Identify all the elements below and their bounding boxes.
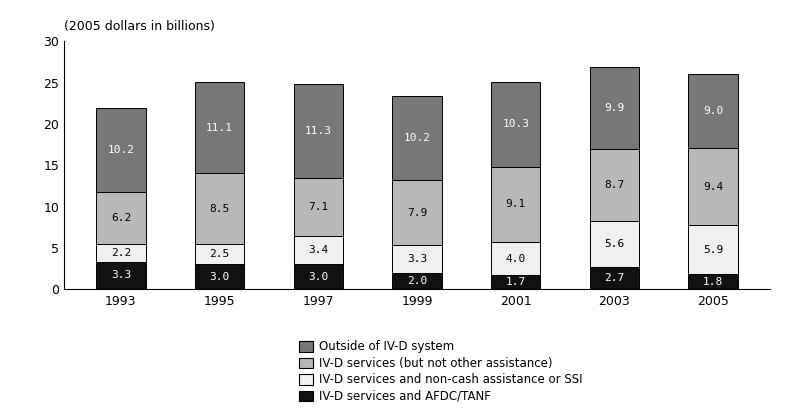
- Text: 9.1: 9.1: [505, 199, 526, 209]
- Text: (2005 dollars in billions): (2005 dollars in billions): [64, 20, 215, 33]
- Text: 8.5: 8.5: [209, 204, 229, 214]
- Bar: [688, 274, 738, 289]
- Bar: [688, 148, 738, 225]
- Bar: [96, 262, 146, 289]
- Bar: [294, 84, 343, 178]
- Bar: [688, 225, 738, 274]
- Bar: [392, 180, 442, 245]
- Text: 3.3: 3.3: [407, 254, 427, 264]
- Legend: Outside of IV-D system, IV-D services (but not other assistance), IV-D services : Outside of IV-D system, IV-D services (b…: [299, 340, 583, 403]
- Bar: [589, 67, 639, 149]
- Bar: [688, 74, 738, 148]
- Text: 10.3: 10.3: [502, 119, 529, 129]
- Bar: [392, 96, 442, 180]
- Bar: [392, 245, 442, 273]
- Text: 9.0: 9.0: [703, 106, 723, 116]
- Text: 6.2: 6.2: [111, 213, 131, 223]
- Text: 2.5: 2.5: [209, 249, 229, 259]
- Text: 5.6: 5.6: [605, 239, 625, 249]
- Text: 4.0: 4.0: [505, 254, 526, 263]
- Text: 1.8: 1.8: [703, 277, 723, 287]
- Text: 3.4: 3.4: [308, 245, 329, 255]
- Text: 7.9: 7.9: [407, 208, 427, 218]
- Text: 7.1: 7.1: [308, 202, 329, 212]
- Text: 11.3: 11.3: [305, 126, 332, 136]
- Bar: [491, 167, 541, 242]
- Bar: [195, 244, 245, 264]
- Bar: [491, 242, 541, 275]
- Text: 9.4: 9.4: [703, 182, 723, 192]
- Bar: [589, 267, 639, 289]
- Text: 2.0: 2.0: [407, 276, 427, 286]
- Bar: [195, 264, 245, 289]
- Bar: [96, 108, 146, 192]
- Bar: [392, 273, 442, 289]
- Bar: [491, 275, 541, 289]
- Text: 3.0: 3.0: [308, 272, 329, 282]
- Bar: [294, 236, 343, 264]
- Text: 3.0: 3.0: [209, 272, 229, 282]
- Bar: [589, 221, 639, 267]
- Bar: [195, 173, 245, 244]
- Text: 1.7: 1.7: [505, 277, 526, 287]
- Bar: [589, 149, 639, 221]
- Text: 9.9: 9.9: [605, 103, 625, 113]
- Text: 2.7: 2.7: [605, 273, 625, 283]
- Bar: [96, 192, 146, 244]
- Text: 3.3: 3.3: [111, 271, 131, 280]
- Bar: [294, 178, 343, 236]
- Text: 10.2: 10.2: [403, 133, 431, 143]
- Text: 11.1: 11.1: [206, 123, 233, 133]
- Bar: [195, 82, 245, 173]
- Bar: [294, 264, 343, 289]
- Text: 8.7: 8.7: [605, 180, 625, 190]
- Bar: [96, 244, 146, 262]
- Text: 2.2: 2.2: [111, 248, 131, 258]
- Text: 10.2: 10.2: [107, 145, 135, 155]
- Text: 5.9: 5.9: [703, 245, 723, 255]
- Bar: [491, 82, 541, 167]
